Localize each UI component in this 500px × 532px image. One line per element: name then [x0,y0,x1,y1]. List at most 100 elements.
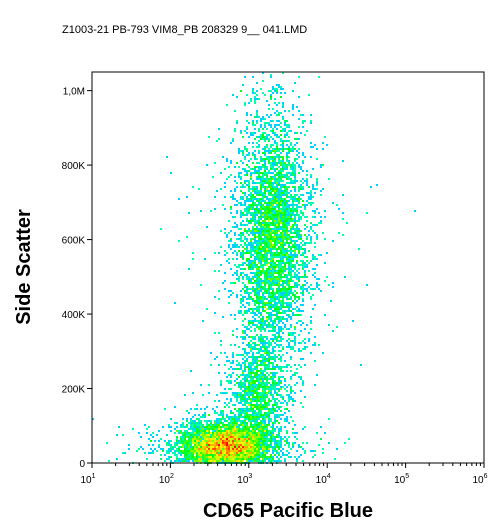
data-dot [246,132,248,134]
data-dot [232,412,234,414]
data-dot [260,346,262,348]
data-dot [240,420,242,422]
data-dot [244,356,246,358]
data-dot [286,296,288,298]
data-dot [224,450,226,452]
data-dot [272,440,274,442]
data-dot [256,326,258,328]
data-dot [316,278,318,280]
data-dot [272,282,274,284]
data-dot [246,422,248,424]
data-dot [292,104,294,106]
data-dot [186,460,188,462]
data-dot [170,430,172,432]
data-dot [210,436,212,438]
data-dot [262,220,264,222]
data-dot [206,444,208,446]
data-dot [190,456,192,458]
data-dot [262,298,264,300]
data-dot [320,194,322,196]
data-dot [274,98,276,100]
data-dot [292,256,294,258]
data-dot [244,376,246,378]
data-dot [232,244,234,246]
data-dot [166,442,168,444]
data-dot [240,448,242,450]
data-dot [280,280,282,282]
data-dot [300,218,302,220]
data-dot [176,456,178,458]
data-dot [240,416,242,418]
data-dot [282,118,284,120]
data-dot [268,392,270,394]
data-dot [276,198,278,200]
data-dot [178,458,180,460]
data-dot [250,266,252,268]
data-dot [260,378,262,380]
data-dot [248,370,250,372]
data-dot [240,272,242,274]
data-dot [206,446,208,448]
data-dot [310,322,312,324]
data-dot [286,268,288,270]
data-dot [228,430,230,432]
data-dot [272,410,274,412]
data-dot [272,450,274,452]
data-dot [254,430,256,432]
data-dot [260,428,262,430]
data-dot [302,264,304,266]
data-dot [284,200,286,202]
data-dot [284,222,286,224]
data-dot [190,408,192,410]
data-dot [282,268,284,270]
data-dot [246,354,248,356]
data-dot [242,430,244,432]
data-dot [272,284,274,286]
data-dot [202,458,204,460]
data-dot [274,158,276,160]
data-dot [248,418,250,420]
data-dot [328,442,330,444]
data-dot [226,178,228,180]
data-dot [296,206,298,208]
data-dot [284,400,286,402]
data-dot [294,442,296,444]
data-dot [214,296,216,298]
data-dot [270,394,272,396]
data-dot [272,368,274,370]
data-dot [216,428,218,430]
data-dot [218,270,220,272]
data-dot [318,288,320,290]
data-dot [256,114,258,116]
data-dot [264,232,266,234]
data-dot [250,452,252,454]
data-dot [288,204,290,206]
data-dot [236,266,238,268]
data-dot [210,422,212,424]
data-dot [278,238,280,240]
data-dot [264,434,266,436]
data-dot [264,222,266,224]
data-dot [256,270,258,272]
data-dot [214,452,216,454]
data-dot [254,220,256,222]
data-dot [268,170,270,172]
data-dot [284,220,286,222]
data-dot [224,438,226,440]
data-dot [224,446,226,448]
data-dot [302,262,304,264]
data-dot [164,460,166,462]
data-dot [226,436,228,438]
data-dot [300,184,302,186]
data-dot [244,384,246,386]
data-dot [274,438,276,440]
data-dot [278,344,280,346]
data-dot [242,258,244,260]
data-dot [238,382,240,384]
data-dot [280,246,282,248]
data-dot [280,428,282,430]
data-dot [236,424,238,426]
data-dot [210,442,212,444]
data-dot [226,234,228,236]
data-dot [242,324,244,326]
